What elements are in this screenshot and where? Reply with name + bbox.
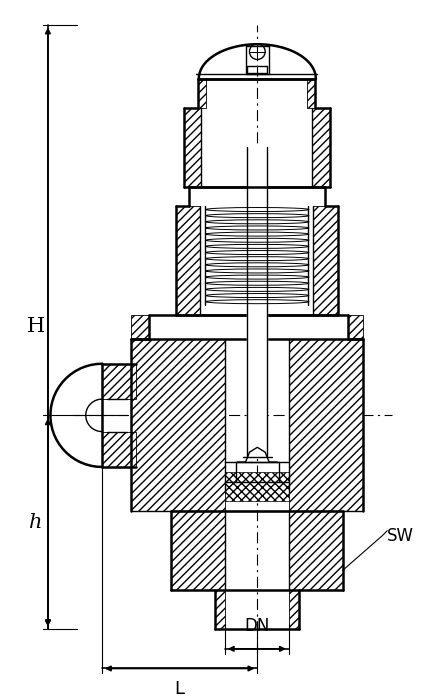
Bar xyxy=(289,590,299,629)
Bar xyxy=(132,314,149,340)
Bar xyxy=(171,511,225,590)
Bar xyxy=(215,590,225,629)
Bar xyxy=(184,108,201,187)
Text: DN: DN xyxy=(245,617,270,635)
Bar xyxy=(289,340,362,511)
Bar xyxy=(225,472,289,501)
Bar xyxy=(132,340,225,511)
Bar xyxy=(176,206,200,314)
Bar xyxy=(312,108,330,187)
Text: SW: SW xyxy=(387,527,414,545)
Text: L: L xyxy=(175,680,185,699)
Bar xyxy=(348,314,362,340)
Bar xyxy=(307,78,315,108)
Bar xyxy=(198,78,206,108)
Bar xyxy=(102,364,136,399)
Text: h: h xyxy=(29,513,43,532)
Bar xyxy=(289,511,343,590)
Bar xyxy=(102,432,136,467)
Text: H: H xyxy=(27,317,45,337)
Bar xyxy=(313,206,338,314)
